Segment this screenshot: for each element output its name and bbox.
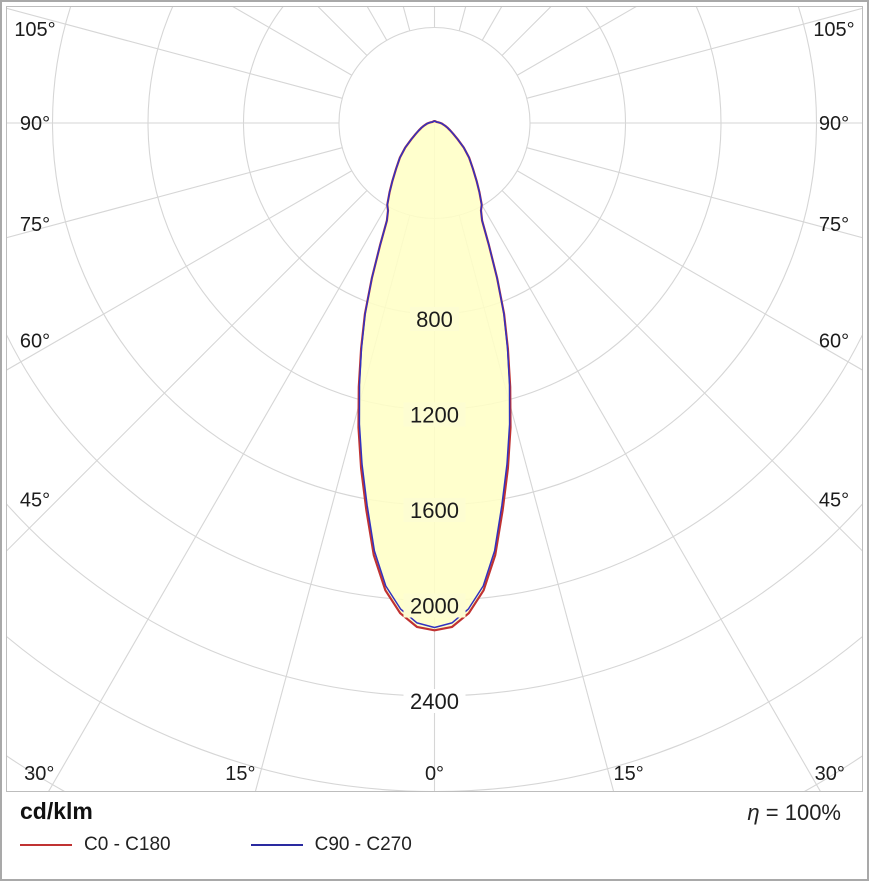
legend-line-c90-c270 [250,844,303,846]
angle-ray-120 [516,7,637,76]
ring-value-labels: 800 1200 1600 2000 2400 [403,307,466,714]
legend-row: C0 - C180 C90 - C270 [20,834,412,856]
angle-ray-105 [526,7,862,99]
ring-label-bg-2400 [403,689,466,713]
ring-label-1600: 1600 [410,498,459,523]
angle-ray-255 [7,7,343,99]
angle-ray-240 [232,7,353,76]
beam-curve-c90-c270 [358,120,511,629]
ring-label-800: 800 [416,307,453,332]
angle-ray-225 [317,7,368,56]
legend-label-c0-c180: C0 - C180 [84,834,171,855]
angle-ray-45 [501,190,862,552]
angle-ray-165 [458,7,467,31]
angle-ray-30 [481,205,821,791]
angle-ray-75 [526,147,862,239]
angle-label-bottom-left-0: 0° [425,763,444,785]
angle-label-left-75: 75° [20,214,50,236]
beam-curve-c0-c180 [357,120,512,632]
eta-symbol: η [747,800,760,825]
ring-label-bg-800 [410,307,459,331]
angle-label-left-60: 60° [20,330,50,352]
ring-label-bg-1600 [403,498,466,522]
ring-label-bg-2000 [403,593,466,618]
angle-label-left-90: 90° [20,113,50,135]
angle-label-left-45: 45° [20,490,50,512]
ring-label-2400: 2400 [410,689,459,714]
angle-ray-330 [48,205,388,791]
angle-label-right-90: 90° [819,113,849,135]
angle-ray-300 [7,170,353,371]
angle-labels: 45° 45° 60° 60° 75° 75° 90° 90° 105° 105° 0° 15° 15°… [14,19,854,785]
eta-number: 100% [784,800,841,825]
angle-label-right-60: 60° [819,330,849,352]
ring-label-1200: 1200 [410,403,459,428]
efficiency-value: η = 100% [747,800,841,825]
angle-label-bottom-right-30: 30° [815,763,845,785]
beam-curves [357,120,512,632]
angle-label-left-105: 105° [14,19,55,41]
angle-label-right-105: 105° [813,19,854,41]
angle-ray-135 [501,7,552,56]
angle-ray-195 [402,7,411,31]
angle-ray-60 [516,170,862,371]
angle-label-bottom-right-15: 15° [614,763,644,785]
polar-chart: 800 1200 1600 2000 2400 45° 45° 60° 60° 75° 75° 90°… [7,7,862,791]
angle-label-right-45: 45° [819,490,849,512]
legend-line-c0-c180 [20,844,72,846]
angle-ray-315 [7,190,368,552]
legend-label-c90-c270: C90 - C270 [314,834,412,855]
angle-label-bottom-left-30: 30° [24,763,54,785]
legend-footer: cd/klm C0 - C180 C90 - C270 η = 100% [6,792,863,875]
ring-label-2000: 2000 [410,594,459,619]
angle-label-right-75: 75° [819,214,849,236]
ring-label-bg-1200 [403,402,466,427]
angle-ray-285 [7,147,343,239]
unit-label: cd/klm [20,798,93,824]
polar-plot-area: 800 1200 1600 2000 2400 45° 45° 60° 60° 75° 75° 90°… [6,6,863,792]
angle-label-bottom-left-15: 15° [225,763,255,785]
